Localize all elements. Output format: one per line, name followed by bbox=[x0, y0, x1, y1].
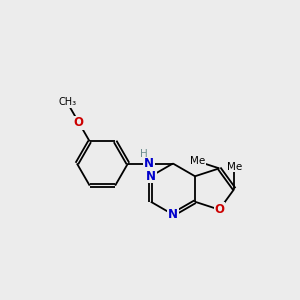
Text: Me: Me bbox=[226, 161, 242, 172]
Text: H: H bbox=[140, 149, 148, 159]
Text: Me: Me bbox=[190, 156, 206, 167]
Text: O: O bbox=[214, 203, 224, 216]
Text: O: O bbox=[74, 116, 84, 129]
Text: N: N bbox=[146, 170, 156, 183]
Text: N: N bbox=[168, 208, 178, 221]
Text: N: N bbox=[144, 157, 154, 170]
Text: CH₃: CH₃ bbox=[58, 98, 76, 107]
